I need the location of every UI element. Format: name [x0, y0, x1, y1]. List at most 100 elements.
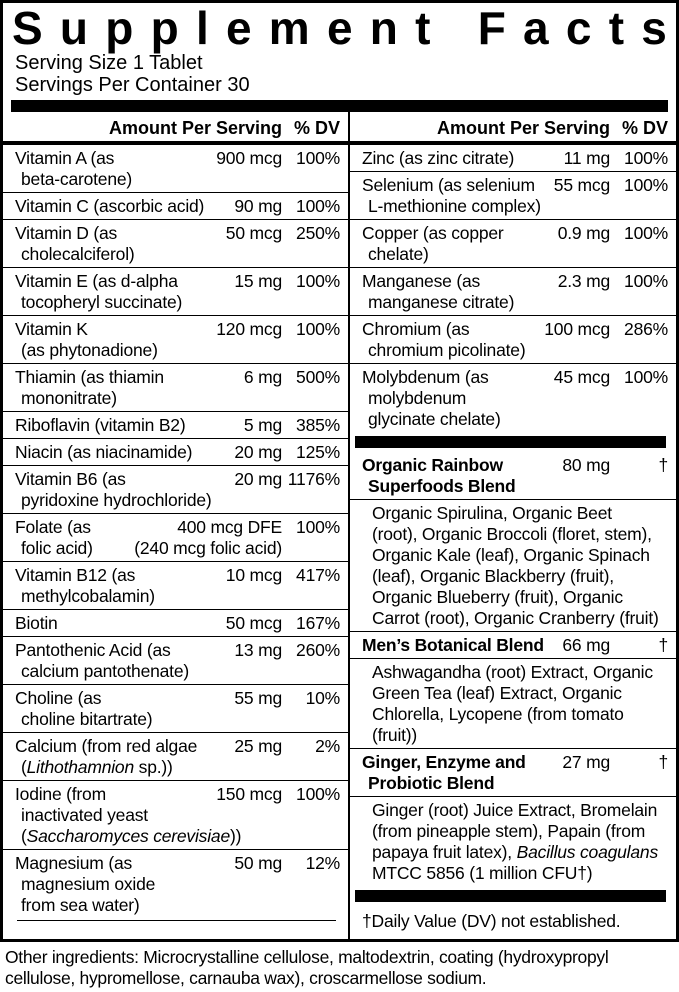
percent-dv-header: % DV [621, 118, 668, 138]
other-ingredients: Other ingredients: Microcrystalline cell… [5, 947, 675, 989]
nutrient-dv: 250% [296, 223, 340, 243]
nutrient-dv: 100% [296, 319, 340, 339]
nutrient-row: Iodine (from inactivated yeast (Saccharomy… [3, 780, 348, 849]
nutrient-name: Niacin (as niacinamide) [15, 442, 193, 462]
nutrient-row: Thiamin (as thiamin mononitrate) 6 mg 500% [3, 363, 348, 411]
section-bar [355, 436, 666, 448]
blend-header-row: Ginger, Enzyme and Probiotic Blend 27 mg † [350, 748, 676, 796]
nutrient-dv: 100% [624, 148, 668, 168]
nutrient-amount: 80 mg [562, 455, 610, 475]
nutrient-amount: 50 mg [234, 853, 282, 873]
nutrient-dv: † [658, 635, 668, 655]
facts-columns: Amount Per Serving % DV Vitamin A (as bet… [3, 112, 676, 939]
nutrient-amount: 50 mcg [225, 223, 282, 243]
nutrient-name: Vitamin A (as beta-carotene) [15, 148, 133, 189]
nutrient-amount: 45 mcg [553, 367, 610, 387]
nutrient-amount: 20 mg [234, 469, 282, 489]
nutrient-column-right: Amount Per Serving % DV Zinc (as zinc ci… [348, 112, 676, 939]
nutrient-dv: 286% [624, 319, 668, 339]
nutrient-dv: 10% [305, 688, 341, 708]
nutrient-row: Chromium (as chromium picolinate) 100 mcg 2… [350, 315, 676, 363]
nutrient-name: Calcium (from red algae (Lithothamnion sp… [15, 736, 198, 777]
nutrient-dv: 100% [296, 517, 340, 537]
nutrient-amount: 25 mg [234, 736, 282, 756]
nutrient-dv: 1176% [287, 469, 340, 489]
nutrient-name: Men’s Botanical Blend [362, 635, 544, 655]
nutrient-row: Calcium (from red algae (Lithothamnion sp… [3, 732, 348, 780]
nutrient-name: Vitamin D (as cholecalciferol) [15, 223, 135, 264]
nutrient-row: Copper (as copper chelate) 0.9 mg 100% [350, 219, 676, 267]
nutrient-name: Copper (as copper chelate) [362, 223, 504, 264]
nutrient-row: Choline (as choline bitartrate) 55 mg 10% [3, 684, 348, 732]
nutrient-amount: 10 mcg [225, 565, 282, 585]
nutrient-name: Manganese (as manganese citrate) [362, 271, 515, 312]
blend-header-row: Men’s Botanical Blend 66 mg † [350, 631, 676, 658]
percent-dv-header: % DV [293, 118, 340, 138]
nutrient-dv: 12% [305, 853, 341, 873]
nutrient-dv: † [658, 752, 668, 772]
nutrient-name: Riboflavin (vitamin B2) [15, 415, 186, 435]
nutrient-amount: 20 mg [234, 442, 282, 462]
nutrient-row: Riboflavin (vitamin B2) 5 mg 385% [3, 411, 348, 438]
nutrient-dv: 500% [296, 367, 340, 387]
nutrient-amount: 66 mg [562, 635, 610, 655]
nutrient-amount: 100 mcg [544, 319, 610, 339]
nutrient-name: Magnesium (as magnesium oxide from sea wat… [15, 853, 156, 915]
nutrient-dv: 100% [296, 148, 340, 168]
nutrient-name: Vitamin K (as phytonadione) [15, 319, 158, 360]
nutrient-column-left: Amount Per Serving % DV Vitamin A (as bet… [3, 112, 348, 939]
nutrient-dv: 100% [296, 784, 340, 804]
nutrient-row: Magnesium (as magnesium oxide from sea wat… [3, 849, 348, 918]
nutrient-name: Chromium (as chromium picolinate) [362, 319, 526, 360]
nutrient-row: Vitamin E (as d-alpha tocopheryl succinat… [3, 267, 348, 315]
nutrient-amount: 2.3 mg [557, 271, 611, 291]
nutrient-name: Biotin [15, 613, 58, 633]
nutrient-dv: 100% [296, 196, 340, 216]
nutrient-dv: 100% [624, 223, 668, 243]
blend-ingredients: Ginger (root) Juice Extract, Bromelain (f… [350, 796, 676, 886]
nutrient-row: Vitamin A (as beta-carotene) 900 mcg 100% [3, 145, 348, 192]
nutrient-amount: 13 mg [234, 640, 282, 660]
nutrient-dv: 260% [296, 640, 340, 660]
table-bottom-rule [17, 920, 336, 921]
servings-per-container: Servings Per Container 30 [15, 74, 250, 96]
nutrient-dv: 2% [315, 736, 340, 756]
serving-size: Serving Size 1 Tablet [15, 52, 203, 74]
nutrient-row: Selenium (as selenium L-methionine comple… [350, 171, 676, 219]
nutrient-dv: 100% [296, 271, 340, 291]
nutrient-name: Molybdenum (as molybdenum glycinate chelat… [362, 367, 501, 429]
nutrient-row: Pantothenic Acid (as calcium pantothenate… [3, 636, 348, 684]
nutrient-name: Ginger, Enzyme and Probiotic Blend [362, 752, 526, 793]
nutrient-dv: 125% [296, 442, 340, 462]
nutrient-name: Vitamin C (ascorbic acid) [15, 196, 205, 216]
nutrient-name: Vitamin B12 (as methylcobalamin) [15, 565, 155, 606]
nutrient-amount: 400 mcg DFE (240 mcg folic acid) [134, 517, 282, 558]
nutrient-name: Iodine (from inactivated yeast (Saccharomy… [15, 784, 242, 846]
nutrient-name: Pantothenic Acid (as calcium pantothenate… [15, 640, 189, 681]
nutrient-amount: 6 mg [243, 367, 282, 387]
nutrient-amount: 120 mcg [216, 319, 282, 339]
nutrient-amount: 90 mg [234, 196, 282, 216]
nutrient-row: Biotin 50 mcg 167% [3, 609, 348, 636]
nutrient-name: Thiamin (as thiamin mononitrate) [15, 367, 164, 408]
nutrient-dv: † [658, 455, 668, 475]
nutrient-row: Molybdenum (as molybdenum glycinate chelat… [350, 363, 676, 432]
nutrient-dv: 167% [296, 613, 340, 633]
nutrient-name: Vitamin B6 (as pyridoxine hydrochloride) [15, 469, 212, 510]
nutrient-amount: 55 mg [234, 688, 282, 708]
header-thick-bar [11, 100, 668, 112]
blend-header-row: Organic Rainbow Superfoods Blend 80 mg † [350, 452, 676, 499]
column-header-right: Amount Per Serving % DV [350, 112, 676, 145]
other-ingredients-line: Other ingredients: Microcrystalline cell… [5, 947, 609, 967]
nutrient-rows-left: Vitamin A (as beta-carotene) 900 mcg 100% Vi… [3, 145, 348, 921]
nutrient-amount: 11 mg [563, 148, 611, 168]
daily-value-note: †Daily Value (DV) not established. [362, 911, 621, 931]
nutrient-name: Vitamin E (as d-alpha tocopheryl succinat… [15, 271, 183, 312]
nutrient-amount: 50 mcg [225, 613, 282, 633]
nutrient-row: Folate (as folic acid) 400 mcg DFE (240 mcg… [3, 513, 348, 561]
nutrient-amount: 15 mg [234, 271, 282, 291]
column-header-left: Amount Per Serving % DV [3, 112, 348, 145]
blend-ingredients: Ashwagandha (root) Extract, Organic Green… [350, 658, 676, 748]
nutrient-name: Choline (as choline bitartrate) [15, 688, 153, 729]
